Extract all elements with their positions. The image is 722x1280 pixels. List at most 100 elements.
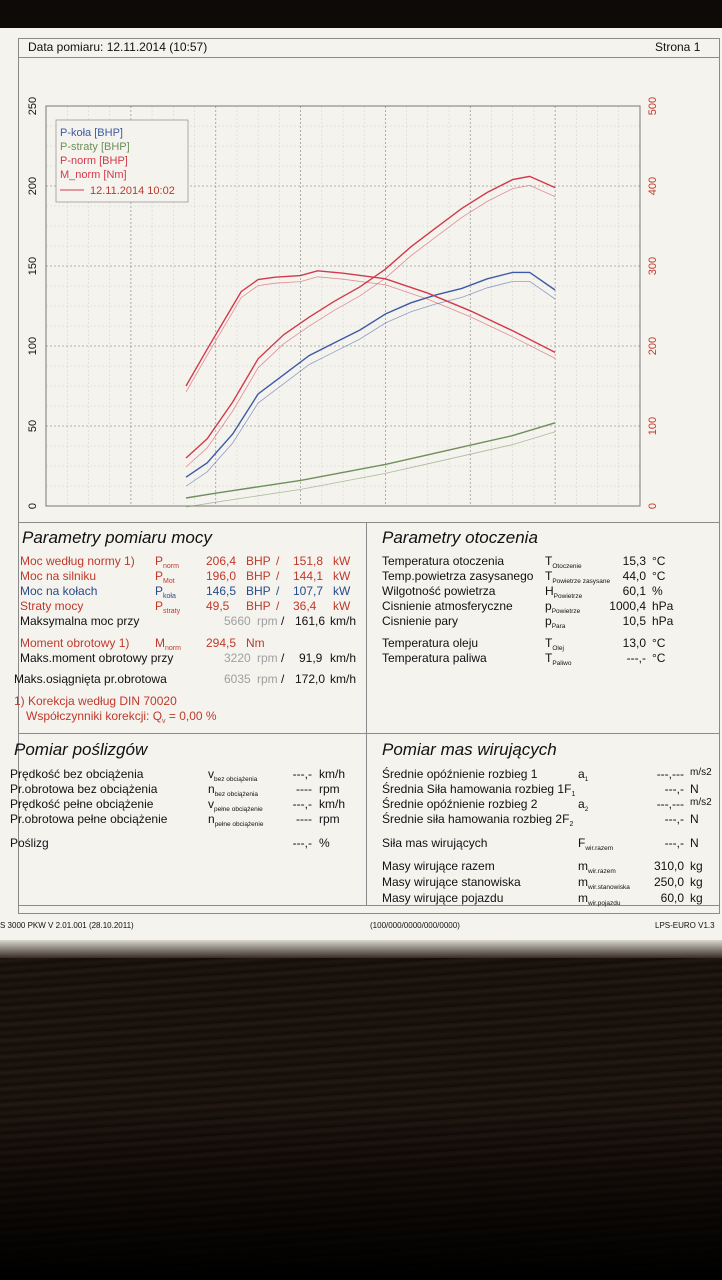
y-right-tick-label: 200 <box>647 337 659 355</box>
torque-unit: Nm <box>246 636 265 650</box>
x-tick-label: 3000 <box>287 517 314 518</box>
slip-row-symbol-letter: v <box>208 767 214 781</box>
slip-row-symbol-subscript: pełne obciążenie <box>214 806 263 813</box>
max-torque-rpm-unit: rpm <box>257 651 278 665</box>
power-row-unit-bhp: BHP <box>246 599 271 613</box>
env-row-label: Cisnienie pary <box>382 614 459 628</box>
env-row-label: Wilgotność powietrza <box>382 584 496 598</box>
mass-row-value: 310,0 <box>653 859 684 873</box>
slip-row-unit: km/h <box>319 767 346 781</box>
x-tick-label: 4000 <box>372 517 399 518</box>
env-row-value: ---,- <box>626 651 646 665</box>
mass-row-symbol-subscript: 2 <box>584 806 589 813</box>
mass-row-unit: m/s2 <box>690 797 712 808</box>
legend-entry: M_norm [Nm] <box>60 169 127 181</box>
mass-row-label: Średnie siła hamowania rozbieg 2F2 <box>382 812 574 828</box>
y-left-tick-label: 0 <box>27 503 39 509</box>
env-params-title: Parametry otoczenia <box>382 528 538 547</box>
env-row-symbol-subscript: Powietrze <box>551 608 581 615</box>
env-row-value: 60,1 <box>622 584 646 598</box>
mass-row-symbol: Fwir.razem <box>578 836 613 852</box>
torque-symbol-subscript: norm <box>165 645 181 652</box>
env-row-symbol-subscript: Paliwo <box>552 660 572 667</box>
mass-row-symbol: mwir.stanowiska <box>578 875 630 891</box>
correction-coefficient-value: = 0,00 % <box>165 709 217 723</box>
power-row-symbol-letter: P <box>155 584 164 598</box>
env-row-symbol-letter: p <box>545 599 552 613</box>
env-row-value: 10,5 <box>622 614 646 628</box>
column-divider <box>366 522 367 905</box>
x-tick-label: 1000 <box>118 517 145 518</box>
max-power-rpm: 5660 <box>224 614 251 628</box>
slip-row-symbol: nbez obciążenia <box>208 782 258 798</box>
y-left-tick-label: 150 <box>27 257 39 275</box>
x-tick-label: 5000 <box>457 517 484 518</box>
env-row-symbol-subscript: Olej <box>552 645 564 652</box>
header-divider <box>18 57 719 58</box>
measurement-date: Data pomiaru: 12.11.2014 (10:57) <box>28 40 208 54</box>
power-row-separator: / <box>276 554 280 568</box>
slip-row-symbol: vpełne obciążenie <box>208 797 263 813</box>
env-row-label: Cisnienie atmosferyczne <box>382 599 513 613</box>
legend-box <box>55 119 189 203</box>
env-row-symbol: TOlej <box>545 636 564 652</box>
series-line-1 <box>185 271 556 478</box>
max-rpm-speed: 172,0 <box>295 672 326 686</box>
mass-row-label: Masy wirujące razem <box>382 859 495 873</box>
series-line-secondary-2 <box>185 431 556 508</box>
power-row-symbol: Pstraty <box>155 599 180 615</box>
mass-row-symbol-subscript: 1 <box>584 776 589 783</box>
mass-row-value: ---,--- <box>656 797 684 811</box>
mass-row-unit: N <box>690 812 699 826</box>
env-row-unit: °C <box>652 569 666 583</box>
mass-row-symbol-subscript: wir.razem <box>588 868 616 875</box>
slip-row-label: Poślizg <box>10 836 49 850</box>
torque-symbol-letter: M <box>155 636 165 650</box>
mass-row-symbol-letter: m <box>578 875 588 889</box>
slip-row-unit: rpm <box>319 782 340 796</box>
env-row-symbol-subscript: Powietrze zasysane <box>552 578 611 585</box>
mass-row-label: Masy wirujące stanowiska <box>382 875 521 889</box>
slip-row-symbol: npełne obciążenie <box>208 812 263 828</box>
power-row-value-kw: 36,4 <box>293 599 317 613</box>
torque-value: 294,5 <box>206 636 237 650</box>
power-row-unit-bhp: BHP <box>246 554 271 568</box>
slip-row-value: ---,- <box>292 797 312 811</box>
power-row-symbol-subscript: Mot <box>163 578 175 585</box>
max-power-separator: / <box>281 614 285 628</box>
env-row-label: Temperatura otoczenia <box>382 554 505 568</box>
power-row-symbol-letter: P <box>155 599 164 613</box>
mass-row-symbol-subscript: wir.razem <box>585 845 614 852</box>
slip-row-value: ---- <box>296 782 312 796</box>
y-right-tick-label: 500 <box>647 97 659 115</box>
report-frame <box>18 38 720 914</box>
env-row-symbol-letter: H <box>545 584 554 598</box>
mass-row-symbol: a2 <box>578 797 588 813</box>
env-row-unit: °C <box>652 651 666 665</box>
y-left-tick-label: 250 <box>27 97 39 115</box>
slip-row-label: Prędkość pełne obciążenie <box>10 797 154 811</box>
slip-row-unit: % <box>319 836 330 850</box>
power-row-value-kw: 107,7 <box>293 584 324 598</box>
correction-coefficient-label: Współczynniki korekcji: Q <box>26 709 163 723</box>
slip-row-symbol-letter: n <box>208 812 215 826</box>
legend-date: 12.11.2014 10:02 <box>90 185 175 197</box>
mass-row-label: Średnia Siła hamowania rozbieg 1F1 <box>382 782 576 798</box>
env-row-symbol: TOtoczenie <box>545 554 582 570</box>
power-row-separator: / <box>276 584 280 598</box>
env-row-symbol-subscript: Para <box>551 623 566 630</box>
slip-row-label: Pr.obrotowa bez obciążenia <box>10 782 158 796</box>
mass-row-unit: m/s2 <box>690 767 712 778</box>
max-torque-rpm: 3220 <box>224 651 251 665</box>
env-row-symbol: TPowietrze zasysane <box>545 569 610 585</box>
mass-row-label: Masy wirujące pojazdu <box>382 891 504 905</box>
mass-title: Pomiar mas wirujących <box>382 740 557 759</box>
power-row-unit-kw: kW <box>333 584 351 598</box>
footer-software: S 3000 PKW V 2.01.001 (28.10.2011) <box>0 921 134 930</box>
slip-row-symbol-subscript: pełne obciążenie <box>214 821 264 828</box>
slip-row-symbol-letter: v <box>208 797 214 811</box>
x-tick-label: 2000 <box>202 517 229 518</box>
y-right-tick-label: 400 <box>647 177 659 195</box>
y-right-tick-label: 300 <box>647 257 659 275</box>
env-row-label: Temperatura oleju <box>382 636 479 650</box>
